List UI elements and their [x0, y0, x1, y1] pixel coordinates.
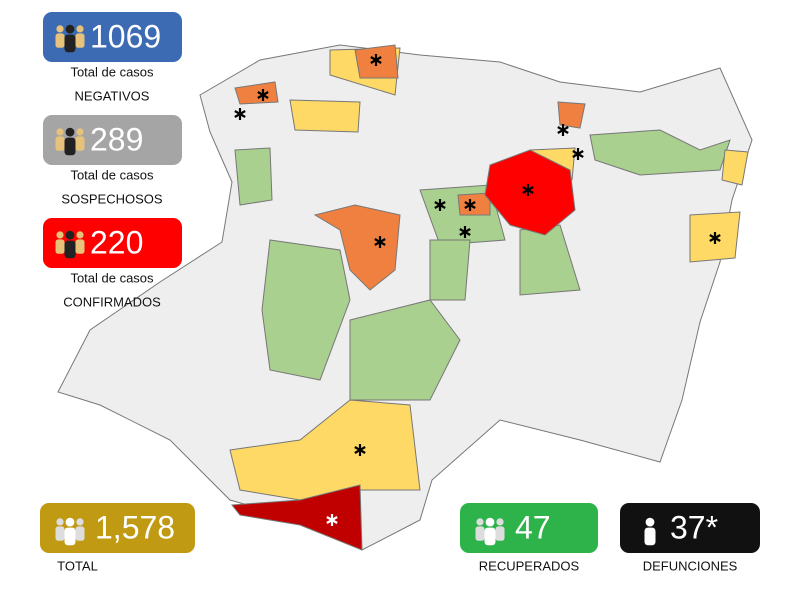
person-icon	[65, 230, 75, 240]
person-icon	[75, 239, 85, 254]
total-card: 1,578 TOTAL	[40, 503, 195, 573]
region-red	[484, 149, 576, 236]
person-icon	[495, 526, 505, 541]
asterisk-stroke	[459, 228, 471, 236]
region-yellow	[289, 99, 361, 133]
region-orange	[313, 204, 401, 291]
stat-card: 220 Total de casos CONFIRMADOS	[43, 218, 182, 309]
total-label: DEFUNCIONES	[643, 558, 738, 573]
person-icon	[65, 517, 75, 527]
person-icon	[76, 128, 84, 136]
person-icon	[645, 517, 655, 527]
region-orange	[457, 192, 491, 216]
total-value: 47	[515, 509, 551, 545]
region-green	[429, 239, 471, 301]
total-label: RECUPERADOS	[479, 558, 580, 573]
asterisk-stroke	[572, 150, 584, 158]
stat-value: 220	[90, 224, 143, 260]
markers	[234, 54, 721, 526]
stat-box	[43, 218, 182, 268]
total-card: 47 RECUPERADOS	[460, 503, 598, 573]
person-icon	[65, 24, 75, 34]
asterisk-stroke	[709, 234, 721, 242]
person-icon	[496, 518, 504, 526]
person-icon	[65, 127, 75, 137]
total-value: 1,578	[95, 509, 175, 545]
asterisk-stroke	[234, 110, 246, 118]
total-label: TOTAL	[57, 558, 98, 573]
asterisk-stroke	[464, 201, 476, 209]
asterisk-stroke	[257, 91, 269, 99]
person-icon	[75, 136, 85, 151]
person-icon	[76, 518, 84, 526]
person-icon	[55, 136, 65, 151]
region-green	[349, 299, 461, 401]
person-icon	[644, 527, 656, 546]
person-icon	[56, 128, 64, 136]
region-yellow	[229, 399, 421, 501]
stat-label: Total de casos	[70, 64, 154, 79]
person-icon	[56, 518, 64, 526]
map	[57, 44, 753, 551]
person-icon	[56, 231, 64, 239]
person-icon	[475, 526, 485, 541]
person-icon	[64, 240, 76, 259]
asterisk-stroke	[370, 56, 382, 64]
asterisk-stroke	[557, 126, 569, 134]
person-icon	[55, 526, 65, 541]
stat-label: CONFIRMADOS	[63, 294, 161, 309]
asterisk-stroke	[354, 446, 366, 454]
state-outline	[57, 44, 753, 551]
person-icon	[484, 527, 496, 546]
person-icon	[55, 239, 65, 254]
asterisk-stroke	[522, 186, 534, 194]
total-card: 37* DEFUNCIONES	[620, 503, 760, 573]
stat-value: 289	[90, 121, 143, 157]
person-icon	[55, 33, 65, 48]
person-icon	[75, 526, 85, 541]
stat-box	[43, 115, 182, 165]
person-icon	[64, 527, 76, 546]
person-icon	[76, 25, 84, 33]
region-green	[261, 239, 351, 381]
stat-card: 1069 Total de casos NEGATIVOS	[43, 12, 182, 103]
region-green	[234, 147, 273, 206]
stat-label: Total de casos	[70, 167, 154, 182]
asterisk-stroke	[434, 201, 446, 209]
stat-label: NEGATIVOS	[75, 88, 150, 103]
stat-label: Total de casos	[70, 270, 154, 285]
person-icon	[64, 137, 76, 156]
person-icon	[485, 517, 495, 527]
person-icon	[64, 34, 76, 53]
region-darkred	[231, 484, 363, 551]
stat-box	[43, 12, 182, 62]
stat-label: SOSPECHOSOS	[61, 191, 162, 206]
region-yellow	[721, 149, 749, 186]
region-orange	[557, 101, 586, 129]
person-icon	[476, 518, 484, 526]
asterisk-stroke	[374, 238, 386, 246]
person-icon	[56, 25, 64, 33]
asterisk-stroke	[326, 516, 338, 524]
person-icon	[75, 33, 85, 48]
total-value: 37*	[670, 509, 718, 545]
stat-card: 289 Total de casos SOSPECHOSOS	[43, 115, 182, 206]
person-icon	[76, 231, 84, 239]
stat-value: 1069	[90, 18, 161, 54]
